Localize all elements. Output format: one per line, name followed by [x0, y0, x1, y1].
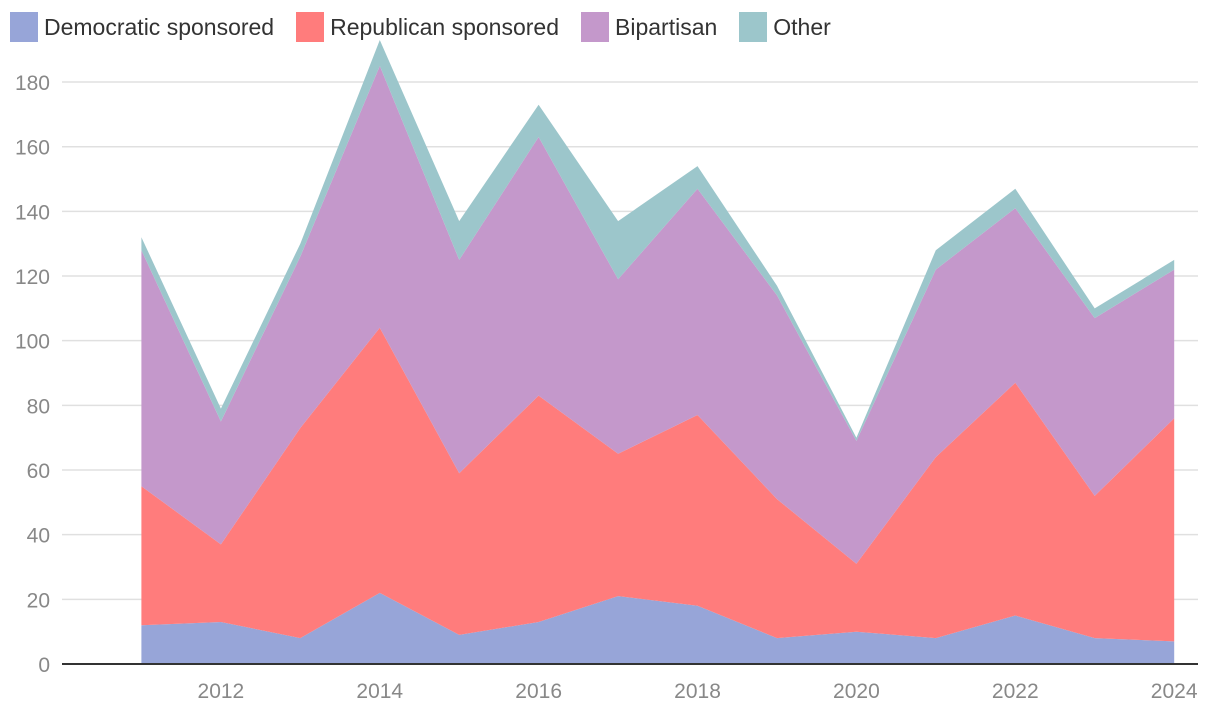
x-tick-label: 2014 — [356, 680, 403, 703]
y-tick-label: 160 — [15, 137, 50, 160]
y-tick-label: 100 — [15, 331, 50, 354]
legend-swatch — [581, 12, 609, 42]
legend-label: Other — [773, 13, 831, 40]
area-republican-sponsored — [141, 327, 1175, 642]
y-tick-label: 80 — [27, 395, 50, 418]
x-tick-label: 2024 — [1151, 680, 1198, 703]
area-democratic-sponsored — [141, 592, 1175, 664]
y-tick-label: 20 — [27, 589, 50, 612]
x-tick-label: 2018 — [674, 680, 721, 703]
legend-swatch — [296, 12, 325, 42]
x-tick-label: 2022 — [992, 680, 1039, 703]
y-axis-ticks: 0 20 40 60 80 100 120 140 160 180 — [15, 72, 50, 677]
x-tick-label: 2020 — [833, 680, 880, 703]
legend-label: Democratic sponsored — [44, 13, 275, 40]
y-tick-label: 40 — [27, 525, 50, 548]
legend-label: Bipartisan — [615, 13, 718, 40]
legend-item-other: Other — [739, 12, 831, 42]
y-tick-label: 0 — [38, 654, 50, 677]
x-tick-label: 2012 — [198, 680, 245, 703]
y-tick-label: 120 — [15, 266, 50, 289]
y-tick-label: 180 — [15, 72, 50, 95]
x-axis-ticks: 2012 2014 2016 2018 2020 2022 2024 — [198, 680, 1198, 703]
legend-label: Republican sponsored — [330, 13, 559, 40]
legend-item-republican-sponsored: Republican sponsored — [296, 12, 559, 42]
legend-swatch — [10, 12, 38, 42]
legend-item-bipartisan: Bipartisan — [581, 12, 717, 42]
area-other — [141, 40, 1175, 441]
legend-swatch — [739, 12, 768, 42]
legend-item-democratic-sponsored: Democratic sponsored — [10, 12, 274, 42]
y-tick-label: 60 — [27, 460, 50, 483]
y-tick-label: 140 — [15, 201, 50, 224]
area-bipartisan — [141, 65, 1175, 564]
chart-legend: Democratic sponsored Republican sponsored… — [10, 10, 853, 44]
x-tick-label: 2016 — [515, 680, 562, 703]
area-series — [141, 40, 1175, 664]
